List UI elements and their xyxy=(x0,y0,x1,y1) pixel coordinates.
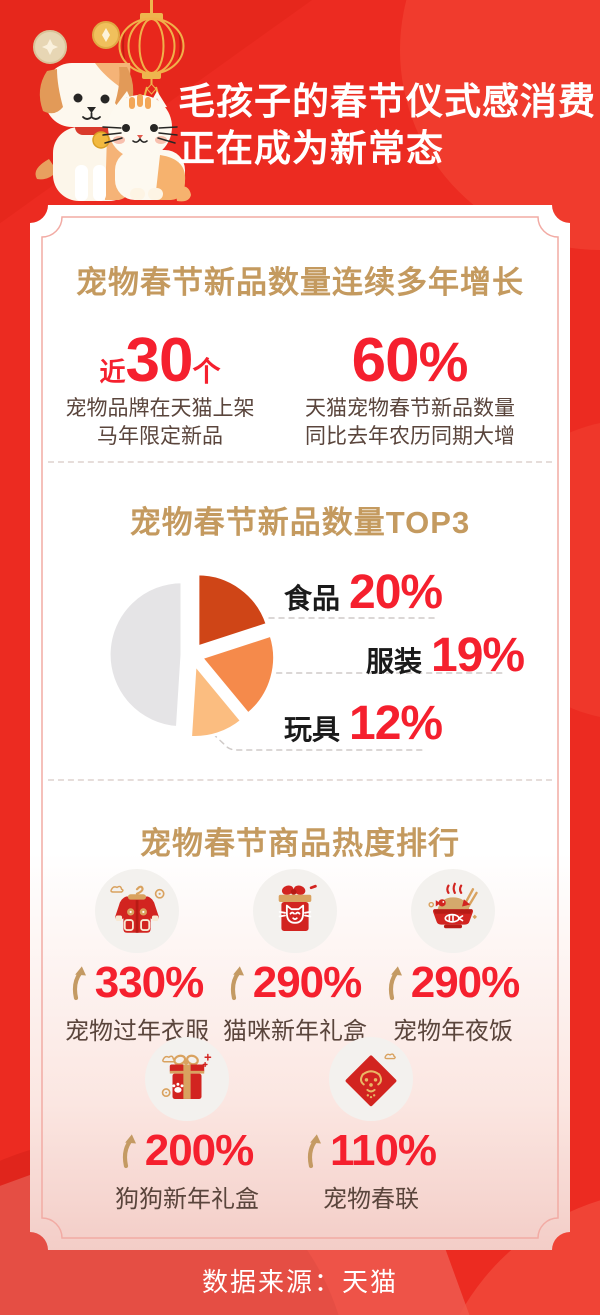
pie-label-value: 20% xyxy=(349,566,443,619)
pie-label-name: 食品 xyxy=(284,583,341,614)
icon-badge xyxy=(329,1037,413,1121)
pie-chart xyxy=(107,572,506,751)
up-arrow-icon xyxy=(72,966,86,1001)
cat-illustration xyxy=(102,91,191,202)
ranking-item: 290% 宠物年夜饭 xyxy=(368,869,538,1046)
lantern-icon xyxy=(118,0,185,99)
pie-slice-食品 xyxy=(196,572,269,649)
stat-suffix: % xyxy=(418,330,469,393)
up-arrow-icon xyxy=(307,1134,321,1169)
leader-line-toys xyxy=(197,719,426,751)
section-heading-top3: 宠物春节新品数量TOP3 xyxy=(129,505,471,540)
ranking-stat: 290% xyxy=(368,958,538,1008)
pie-slice-服装 xyxy=(200,633,277,716)
data-source: 数据来源：天猫 xyxy=(201,1267,398,1297)
pie-label-name: 服装 xyxy=(366,646,423,677)
section-heading-ranking: 宠物春节商品热度排行 xyxy=(140,826,460,861)
gold-coin-icon xyxy=(92,21,120,49)
pie-label-value: 19% xyxy=(431,629,525,682)
stat-value: 60 xyxy=(351,326,420,395)
up-arrow-icon xyxy=(122,1134,136,1169)
dog-and-cat-illustration xyxy=(35,63,191,202)
stat-suffix: 个 xyxy=(192,356,221,387)
ranking-stat: 290% xyxy=(210,958,380,1008)
stat-number: 近 30 个 xyxy=(55,325,265,395)
ranking-label: 狗狗新年礼盒 xyxy=(115,1186,259,1213)
stat-new-products-growth: 60 % 天猫宠物春节新品数量 同比去年农历同期大增 xyxy=(295,325,525,451)
pie-label-toys: 玩具 12% xyxy=(284,696,443,751)
section-heading-growth: 宠物春节新品数量连续多年增长 xyxy=(76,265,524,300)
pie-slice-other xyxy=(107,580,184,730)
ranking-item: 200% 狗狗新年礼盒 xyxy=(102,1037,272,1214)
pie-label-clothes: 服装 19% xyxy=(366,628,525,683)
pet-couplet-icon xyxy=(345,1053,397,1107)
ranking-stat: 330% xyxy=(52,958,222,1008)
page-title: 毛孩子的春节仪式感消费 正在成为新常态 xyxy=(178,78,596,172)
pie-label-value: 12% xyxy=(349,697,443,750)
dog-gift-box-icon xyxy=(161,1053,212,1099)
stat-number: 60 % xyxy=(295,325,525,395)
pie-slice-玩具 xyxy=(189,663,244,739)
page-title-line2: 正在成为新常态 xyxy=(178,128,444,169)
cat-gift-box-icon xyxy=(278,884,317,931)
pet-dinner-bowl-icon xyxy=(428,882,478,929)
ranking-percent: 200% xyxy=(144,1126,255,1175)
page-title-line1: 毛孩子的春节仪式感消费 xyxy=(178,81,596,122)
copper-coin-icon xyxy=(33,30,67,64)
stat-description: 宠物品牌在天猫上架 马年限定新品 xyxy=(65,397,255,448)
stat-value: 30 xyxy=(125,326,194,395)
up-arrow-icon xyxy=(230,966,244,1001)
icon-badge xyxy=(95,869,179,953)
ranking-stat: 200% xyxy=(102,1126,272,1176)
ranking-percent: 290% xyxy=(410,958,521,1007)
ranking-label: 宠物春联 xyxy=(323,1186,419,1213)
stat-new-brands: 近 30 个 宠物品牌在天猫上架 马年限定新品 xyxy=(55,325,265,451)
icon-badge xyxy=(253,869,337,953)
content-card xyxy=(30,205,570,1250)
ranking-item: 110% 宠物春联 xyxy=(286,1037,456,1214)
section-divider xyxy=(48,779,552,781)
ranking-item: 290% 猫咪新年礼盒 xyxy=(210,869,380,1046)
pie-label-name: 玩具 xyxy=(284,714,341,745)
ranking-percent: 330% xyxy=(94,958,205,1007)
stat-description: 天猫宠物春节新品数量 同比去年农历同期大增 xyxy=(305,397,515,448)
ranking-label: 猫咪新年礼盒 xyxy=(223,1018,367,1045)
icon-badge xyxy=(411,869,495,953)
pie-label-food: 食品 20% xyxy=(284,565,443,620)
ranking-percent: 290% xyxy=(252,958,363,1007)
ranking-percent: 110% xyxy=(329,1126,437,1175)
ranking-stat: 110% xyxy=(286,1126,456,1176)
up-arrow-icon xyxy=(388,966,402,1001)
ranking-item: 330% 宠物过年衣服 xyxy=(52,869,222,1046)
section-divider xyxy=(48,461,552,463)
icon-badge xyxy=(145,1037,229,1121)
card-inner-border xyxy=(41,216,559,1239)
ranking-label: 宠物年夜饭 xyxy=(393,1018,513,1045)
stat-prefix: 近 xyxy=(99,357,126,387)
pet-clothes-icon xyxy=(110,885,165,933)
